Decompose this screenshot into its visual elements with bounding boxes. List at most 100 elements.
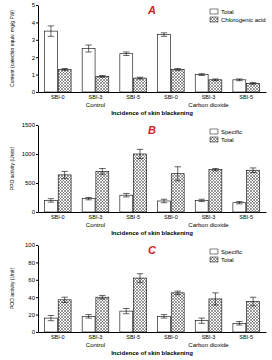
tick: SBI-5 (239, 94, 253, 100)
bar (158, 316, 171, 332)
series (58, 149, 259, 212)
error-bar (99, 295, 105, 298)
panel-title: B (148, 124, 156, 136)
error-bar (174, 167, 180, 181)
panel: 012345SBI-0SBI-3SBI-5SBI-0SBI-3SBI-5Cont… (9, 2, 267, 116)
tick-label: 1500 (22, 122, 36, 128)
y-axis-title: Content (catechin equiv. mg/g FW) (9, 10, 15, 87)
tick: 4 (32, 20, 38, 26)
legend-swatch (210, 129, 218, 134)
error-bar (198, 318, 204, 323)
bar (209, 80, 222, 92)
error-bar (250, 168, 256, 173)
error-bar (48, 26, 54, 36)
tick: SBI-0 (164, 94, 178, 100)
bar (58, 69, 71, 92)
tick-label: 2 (32, 55, 36, 61)
error-bar (161, 315, 167, 318)
tick: SBI-0 (164, 214, 178, 220)
x-axis: SBI-0SBI-3SBI-5SBI-0SBI-3SBI-5 (39, 333, 267, 340)
tick-mark (36, 75, 38, 76)
tick-label: SBI-0 (51, 334, 65, 340)
legend-swatch (210, 17, 218, 22)
series (58, 274, 259, 332)
error-bar (48, 199, 54, 202)
error-bar (198, 199, 204, 201)
tick: SBI-3 (202, 334, 216, 340)
tick-mark (36, 92, 38, 93)
tick-mark (36, 154, 38, 155)
tick-label: 100 (25, 242, 36, 248)
tick: SBI-0 (51, 334, 65, 340)
plot-area (44, 149, 259, 212)
legend-label: Chlorogenic acid (221, 17, 266, 23)
bar (82, 199, 95, 212)
tick-mark (36, 183, 38, 184)
tick: 1500 (22, 122, 38, 128)
tick-mark (36, 125, 38, 126)
bar (134, 78, 147, 92)
bar (96, 76, 109, 92)
tick-label: SBI-5 (126, 94, 140, 100)
bar (158, 35, 171, 92)
tick-label: SBI-3 (202, 334, 216, 340)
tick-label: 40 (28, 295, 35, 301)
tick-mark (36, 315, 38, 316)
tick: SBI-5 (239, 334, 253, 340)
tick-label: 1000 (22, 151, 36, 157)
bar (195, 75, 208, 92)
bar (82, 316, 95, 332)
error-bar (123, 193, 129, 196)
tick-mark (36, 22, 38, 23)
tick: SBI-5 (126, 334, 140, 340)
bar (120, 195, 133, 212)
tick-label: SBI-3 (89, 94, 103, 100)
bar (96, 171, 109, 212)
tick: 0 (32, 89, 38, 95)
legend-label: Specific (221, 249, 242, 255)
tick: SBI-0 (164, 334, 178, 340)
tick: SBI-3 (202, 94, 216, 100)
error-bar (61, 171, 67, 178)
tick-label: 60 (28, 277, 35, 283)
tick-mark (36, 57, 38, 58)
error-bar (161, 33, 167, 36)
tick: SBI-5 (126, 94, 140, 100)
legend-label: Total (221, 257, 234, 263)
bar (58, 300, 71, 332)
tick-mark (36, 332, 38, 333)
tick-label: SBI-5 (239, 214, 253, 220)
error-bar (137, 149, 143, 158)
error-bar (137, 274, 143, 283)
bar (171, 293, 184, 332)
legend-swatch (210, 137, 218, 142)
legend-label: Specific (221, 129, 242, 135)
bar (134, 154, 147, 212)
bar (247, 170, 260, 212)
error-bar (174, 291, 180, 294)
tick-label: SBI-3 (202, 214, 216, 220)
legend: TotalChlorogenic acid (210, 9, 266, 23)
tick-label: SBI-3 (89, 214, 103, 220)
error-bar (236, 322, 242, 325)
bar (82, 49, 95, 93)
axis-line (38, 126, 39, 213)
tick: SBI-3 (89, 214, 103, 220)
group-label: Control (86, 342, 105, 348)
tick-mark (36, 262, 38, 263)
tick-label: SBI-0 (51, 94, 65, 100)
tick-label: 20 (28, 312, 35, 318)
error-bar (61, 69, 67, 71)
legend-swatch (210, 257, 218, 262)
axis-line (39, 92, 267, 93)
tick: 100 (25, 242, 38, 248)
tick: SBI-0 (51, 94, 65, 100)
error-bar (61, 297, 67, 302)
tick: 0 (32, 329, 38, 335)
bar (96, 297, 109, 332)
tick-label: 80 (28, 260, 35, 266)
tick-mark (36, 280, 38, 281)
tick: 60 (28, 277, 38, 283)
legend: Specific Total (210, 249, 242, 263)
x-axis-title: Incidence of skin blackening (111, 350, 193, 356)
